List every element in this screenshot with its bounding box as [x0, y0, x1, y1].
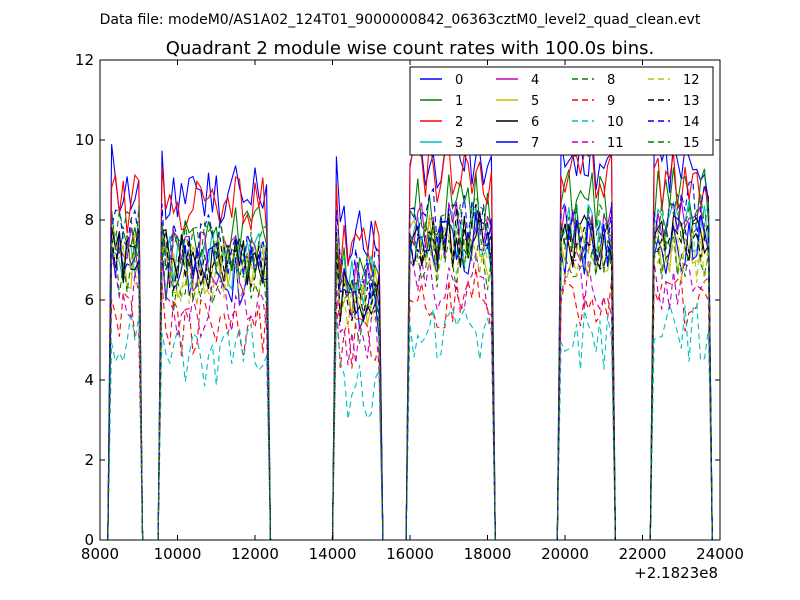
legend-label-0: 0	[455, 73, 463, 88]
legend-box	[409, 66, 714, 156]
y-tick-label: 0	[84, 531, 94, 549]
series-line-15	[107, 193, 713, 540]
series-group	[107, 125, 713, 540]
x-tick-label: 22000	[619, 545, 667, 563]
legend-label-5: 5	[531, 94, 539, 109]
legend-label-1: 1	[455, 94, 463, 109]
y-tick-label: 12	[75, 51, 94, 69]
x-tick-label: 18000	[464, 545, 512, 563]
x-offset-label: +2.1823e8	[634, 564, 718, 582]
x-tick-label: 8000	[81, 545, 119, 563]
legend-label-7: 7	[531, 136, 539, 151]
x-tick-label: 14000	[309, 545, 357, 563]
legend-label-15: 15	[683, 136, 700, 151]
y-tick-label: 10	[75, 131, 94, 149]
legend-label-8: 8	[607, 73, 615, 88]
x-axis: 8000 10000 12000 14000 16000 18000 20000 22000 2…	[81, 60, 744, 563]
x-tick-label: 20000	[541, 545, 589, 563]
x-tick-label: 24000	[696, 545, 744, 563]
legend-label-13: 13	[683, 94, 700, 109]
y-tick-label: 4	[84, 371, 94, 389]
data-file-header: Data file: modeM0/AS1A02_124T01_90000008…	[100, 12, 701, 28]
chart-title: Quadrant 2 module wise count rates with …	[166, 38, 655, 59]
legend-label-4: 4	[531, 73, 539, 88]
x-tick-label: 16000	[386, 545, 434, 563]
legend-label-12: 12	[683, 73, 700, 88]
x-tick-label: 12000	[231, 545, 279, 563]
legend-label-2: 2	[455, 115, 463, 130]
series-line-10	[107, 302, 713, 540]
legend-label-11: 11	[607, 136, 624, 151]
series-line-11	[107, 252, 713, 540]
legend-label-14: 14	[683, 115, 700, 130]
x-tick-label: 10000	[154, 545, 202, 563]
legend-label-9: 9	[607, 94, 615, 109]
legend-label-3: 3	[455, 136, 463, 151]
y-tick-label: 6	[84, 291, 94, 309]
y-tick-label: 2	[84, 451, 94, 469]
y-tick-label: 8	[84, 211, 94, 229]
legend-label-10: 10	[607, 115, 624, 130]
legend-label-6: 6	[531, 115, 539, 130]
series-line-14	[107, 179, 713, 540]
series-line-9	[107, 268, 713, 540]
